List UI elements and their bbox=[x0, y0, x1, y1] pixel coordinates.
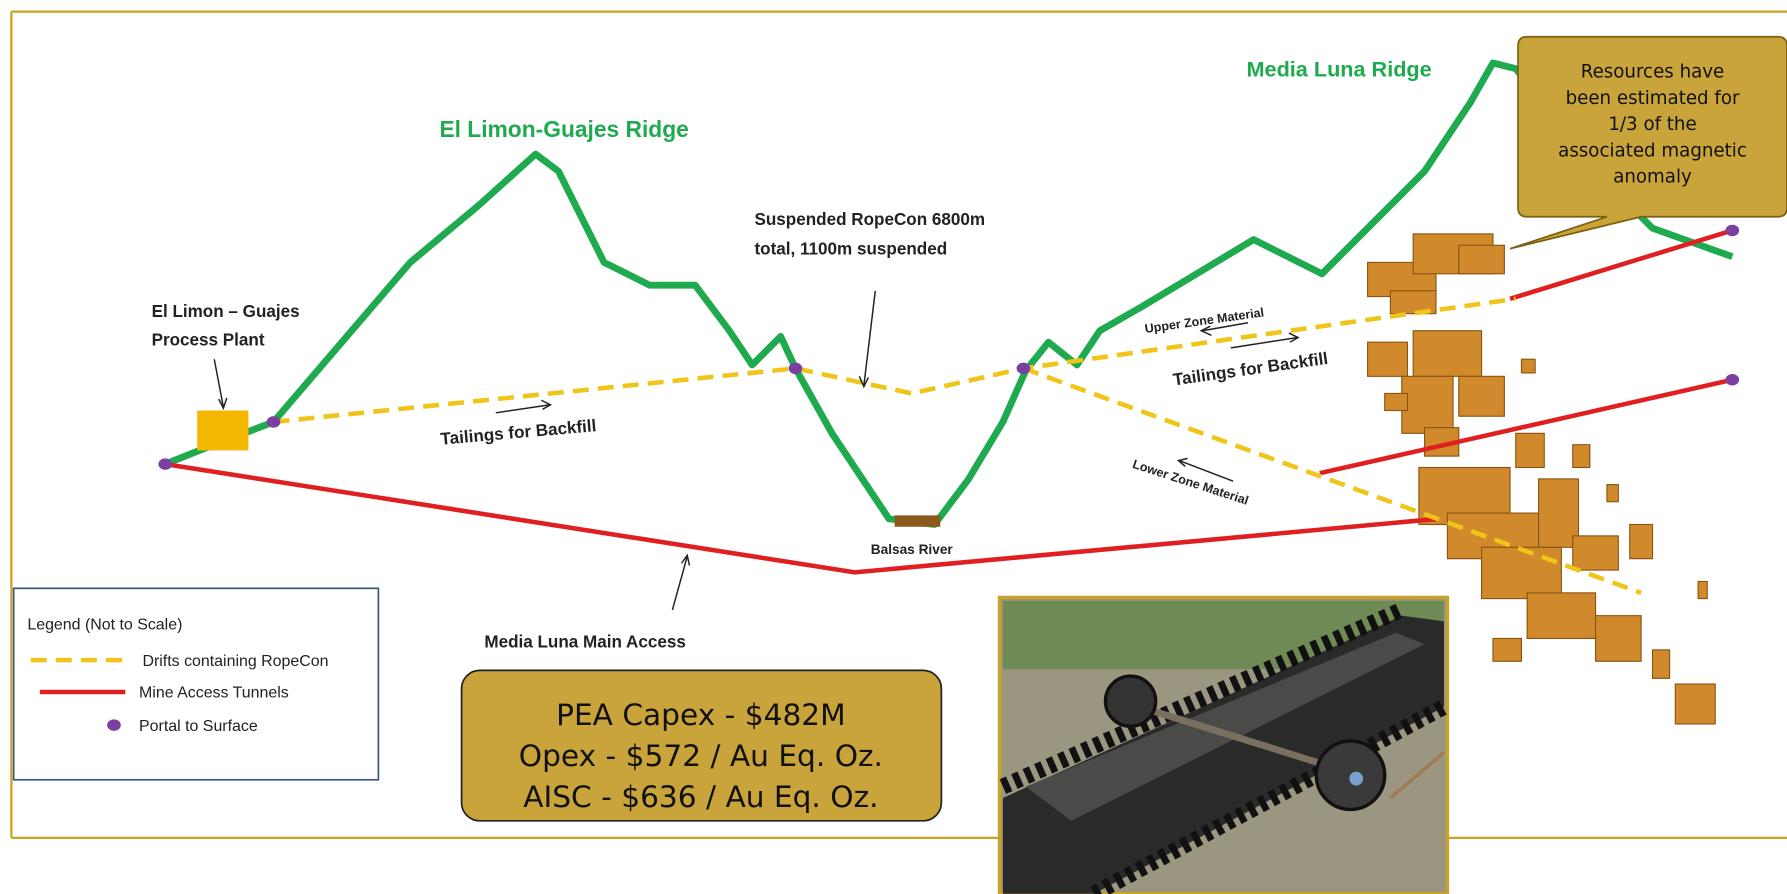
ore-body bbox=[1367, 233, 1716, 725]
cost-line: AISC - $636 / Au Eq. Oz. bbox=[523, 779, 878, 814]
legend-title: Legend (Not to Scale) bbox=[27, 616, 182, 633]
river-label: Balsas River bbox=[871, 542, 954, 557]
ropecon-note: total, 1100m suspended bbox=[754, 239, 947, 258]
plant-label: El Limon – Guajes bbox=[152, 302, 300, 321]
callout-line: been estimated for bbox=[1566, 88, 1740, 109]
callout-line: associated magnetic bbox=[1558, 140, 1747, 161]
cost-line: PEA Capex - $482M bbox=[556, 697, 846, 732]
legend-item: Drifts containing RopeCon bbox=[142, 653, 328, 670]
portals bbox=[158, 224, 1740, 470]
ridge-label: El Limon-Guajes Ridge bbox=[439, 116, 688, 142]
arrows bbox=[213, 290, 1300, 611]
cost-line: Opex - $572 / Au Eq. Oz. bbox=[519, 738, 883, 773]
tailings-label: Tailings for Backfill bbox=[440, 416, 597, 449]
legend-box bbox=[12, 587, 380, 781]
ropecon-drifts bbox=[273, 296, 1642, 596]
tailings-label: Tailings for Backfill bbox=[1172, 349, 1329, 390]
ridge-label: Media Luna Ridge bbox=[1247, 57, 1432, 82]
ropecon-note: Suspended RopeCon 6800m bbox=[754, 210, 985, 229]
callout-line: Resources have bbox=[1581, 62, 1725, 83]
legend-item: Mine Access Tunnels bbox=[139, 685, 289, 702]
callout-line: anomaly bbox=[1613, 167, 1692, 188]
legend-item: Portal to Surface bbox=[139, 718, 258, 735]
callout-line: 1/3 of the bbox=[1608, 114, 1696, 135]
process-plant bbox=[197, 410, 249, 451]
access-tunnels bbox=[164, 228, 1733, 575]
callout-text: Resources have been estimated for 1/3 of… bbox=[1558, 62, 1747, 188]
cost-box bbox=[460, 669, 943, 822]
callout-box bbox=[1509, 35, 1787, 250]
ridge-profile bbox=[163, 59, 1734, 528]
main-access-label: Media Luna Main Access bbox=[484, 633, 686, 652]
plant-label: Process Plant bbox=[152, 331, 265, 350]
legend-swatch bbox=[107, 719, 121, 731]
ropecon-photo bbox=[997, 595, 1450, 894]
river bbox=[894, 515, 941, 527]
